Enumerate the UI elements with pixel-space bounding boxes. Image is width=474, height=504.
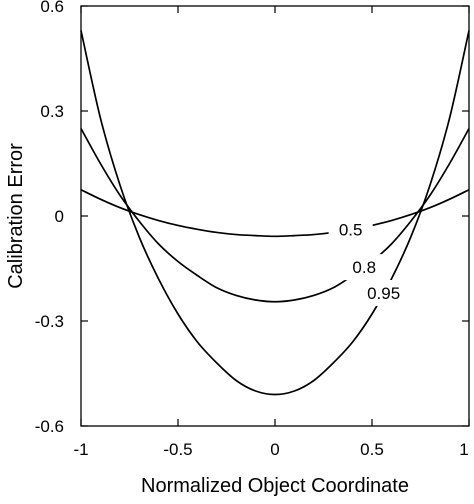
series-line-0-95 <box>80 30 470 396</box>
tick-labels: -0.6 -0.3 0 0.3 0.6 -1 -0.5 0 0.5 1 <box>35 0 469 459</box>
ticks <box>80 5 470 427</box>
curve-label-bg <box>328 216 373 243</box>
x-tick-label: 0.5 <box>360 440 384 459</box>
x-axis-title: Normalized Object Coordinate <box>141 475 409 497</box>
x-tick-label: 1 <box>459 440 468 459</box>
curve-label-0-5: 0.5 <box>339 221 363 240</box>
curve-label-bg <box>342 254 387 281</box>
curves: 0.5 0.8 0.95 <box>80 30 470 396</box>
y-tick-label: 0 <box>55 207 64 226</box>
series-line-0-8 <box>80 128 470 303</box>
x-tick-label: -0.5 <box>163 440 192 459</box>
y-axis-title: Calibration Error <box>5 143 27 289</box>
series-line-0-5 <box>80 188 470 238</box>
y-tick-label: 0.3 <box>40 102 64 121</box>
y-tick-label: -0.6 <box>35 417 64 436</box>
x-tick-label: -1 <box>73 440 88 459</box>
curve-label-0-95: 0.95 <box>367 284 400 303</box>
curve-label-bg <box>355 280 412 306</box>
x-tick-label: 0 <box>270 440 279 459</box>
curve-label-0-8: 0.8 <box>352 258 376 277</box>
y-tick-label: -0.3 <box>35 312 64 331</box>
y-tick-label: 0.6 <box>40 0 64 16</box>
plot-area <box>80 5 470 427</box>
